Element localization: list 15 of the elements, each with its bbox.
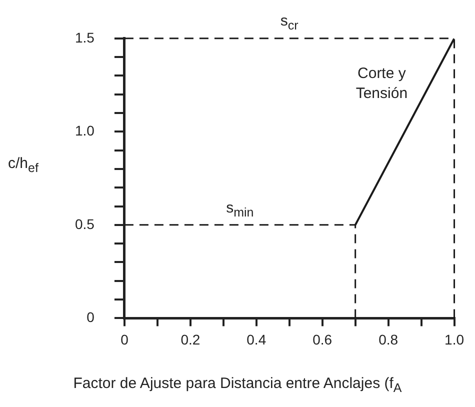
y-axis-title: c/h$_{ef}$ xyxy=(8,155,38,175)
y-tick-label: 0.5 xyxy=(74,216,95,232)
y-tick-label: 1.5 xyxy=(74,29,95,46)
x-tick-label: 1.0 xyxy=(444,331,464,348)
ref-line-label: s$_{min}$ xyxy=(225,198,255,222)
x-tick-label: 0.2 xyxy=(180,331,200,348)
x-tick-label: 0.8 xyxy=(378,331,398,348)
ref-line-label: s$_{cr}$ xyxy=(279,12,300,35)
x-tick-label: 0 xyxy=(120,331,129,348)
y-tick-label: 0 xyxy=(86,309,95,326)
annotation: Corte y Tensión xyxy=(354,64,409,104)
x-axis-title: Factor de Ajuste para Distancia entre Anclajes (f$_{A}$ xyxy=(72,375,403,395)
y-tick-label: 1.0 xyxy=(74,122,95,139)
x-tick-label: 0.4 xyxy=(246,331,266,348)
x-tick-label: 0.6 xyxy=(312,331,332,348)
